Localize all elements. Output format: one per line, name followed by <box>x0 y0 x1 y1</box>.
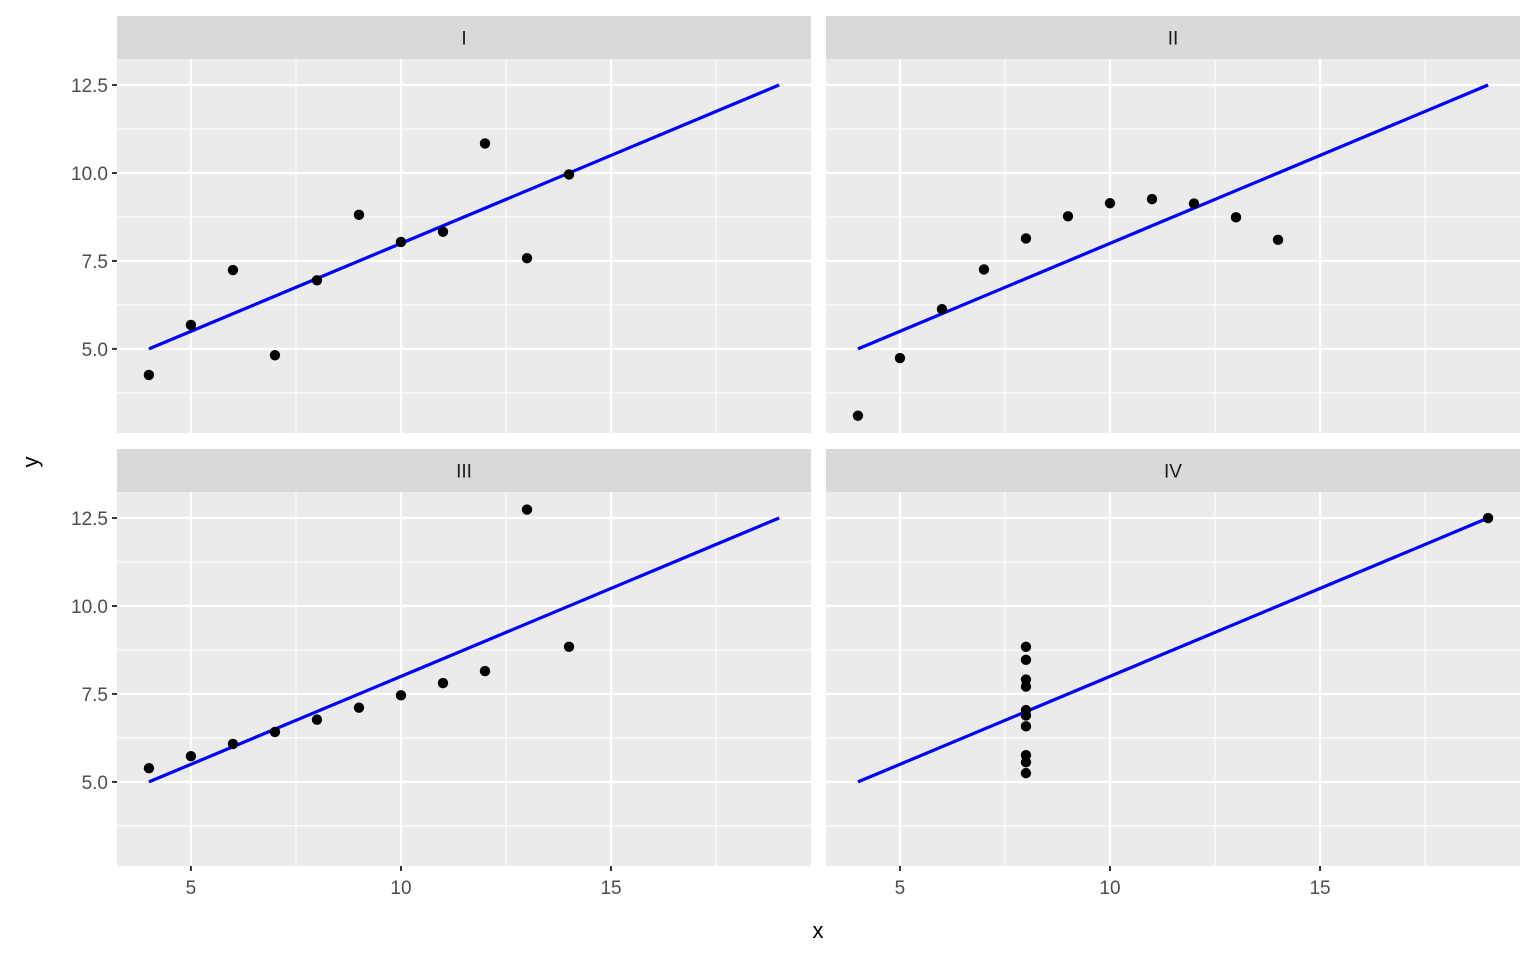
x-tick-label: 10 <box>1099 878 1120 899</box>
data-point <box>437 226 449 237</box>
y-tick-label: 12.5 <box>71 76 108 97</box>
data-point <box>1020 233 1032 244</box>
data-point <box>311 275 323 286</box>
x-tick-label: 15 <box>1309 878 1330 899</box>
fit-line <box>148 83 780 351</box>
data-point <box>227 264 239 276</box>
facet-panel-II: II <box>826 16 1520 433</box>
data-point <box>227 738 239 750</box>
data-point <box>894 352 906 364</box>
y-tick-label: 7.5 <box>82 252 108 273</box>
facet-label: III <box>456 462 472 483</box>
data-point <box>269 350 281 361</box>
x-tick-label: 5 <box>895 878 906 899</box>
facet-panel-I: I 5.0 7.5 10.0 12.5 <box>71 16 811 433</box>
data-point <box>395 236 407 248</box>
y-tick-label: 10.0 <box>71 597 108 618</box>
data-point <box>479 138 491 149</box>
data-point <box>1146 193 1158 205</box>
data-point <box>1104 198 1116 209</box>
data-point <box>143 762 155 774</box>
data-point <box>1020 721 1032 732</box>
data-point <box>563 169 575 180</box>
data-point <box>1020 641 1032 653</box>
data-point <box>1272 234 1284 246</box>
facet-label: II <box>1168 29 1179 50</box>
fit-line <box>857 83 1489 351</box>
data-point <box>269 726 281 738</box>
data-point <box>1020 710 1032 721</box>
y-tick-label: 7.5 <box>82 685 108 706</box>
data-point <box>311 714 323 725</box>
data-point <box>936 303 948 315</box>
facet-label: IV <box>1164 462 1182 483</box>
x-tick-label: 5 <box>186 878 197 899</box>
y-tick-label: 10.0 <box>71 164 108 185</box>
data-point <box>1020 674 1032 685</box>
x-axis-label: x <box>813 918 824 943</box>
data-point <box>1020 654 1032 666</box>
data-point <box>185 751 197 762</box>
facet-panel-III: III 5.0 7.5 10.0 12.5 5 10 15 <box>71 449 811 899</box>
x-tick-label: 10 <box>390 878 411 899</box>
data-point <box>521 504 533 515</box>
facet-strip <box>117 449 811 492</box>
data-point <box>353 702 365 713</box>
y-tick-label: 5.0 <box>82 773 108 794</box>
data-point <box>1020 757 1032 768</box>
facet-panel-IV: IV 5 10 15 <box>826 449 1520 899</box>
data-point <box>185 319 197 331</box>
data-point <box>978 264 990 275</box>
y-tick-label: 5.0 <box>82 340 108 361</box>
data-point <box>479 665 491 677</box>
data-point <box>1020 767 1032 779</box>
y-tick-label: 12.5 <box>71 509 108 530</box>
facet-strip <box>826 16 1520 59</box>
fit-line <box>148 516 780 784</box>
facet-strip <box>117 16 811 59</box>
data-point <box>521 252 533 264</box>
facet-label: I <box>461 29 466 50</box>
data-point <box>143 369 155 381</box>
data-point <box>353 209 365 221</box>
data-point <box>1482 512 1494 524</box>
data-point <box>437 677 449 689</box>
data-point <box>1188 198 1200 209</box>
data-point <box>395 690 407 701</box>
data-point <box>1062 211 1074 222</box>
facet-strip <box>826 449 1520 492</box>
y-axis-label: y <box>18 457 43 468</box>
data-point <box>1230 212 1242 223</box>
x-tick-label: 15 <box>600 878 621 899</box>
data-point <box>852 410 864 421</box>
fit-line <box>857 516 1489 784</box>
data-point <box>563 641 575 653</box>
